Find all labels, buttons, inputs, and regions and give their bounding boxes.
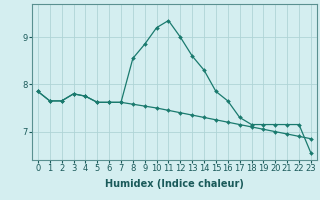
X-axis label: Humidex (Indice chaleur): Humidex (Indice chaleur) <box>105 179 244 189</box>
